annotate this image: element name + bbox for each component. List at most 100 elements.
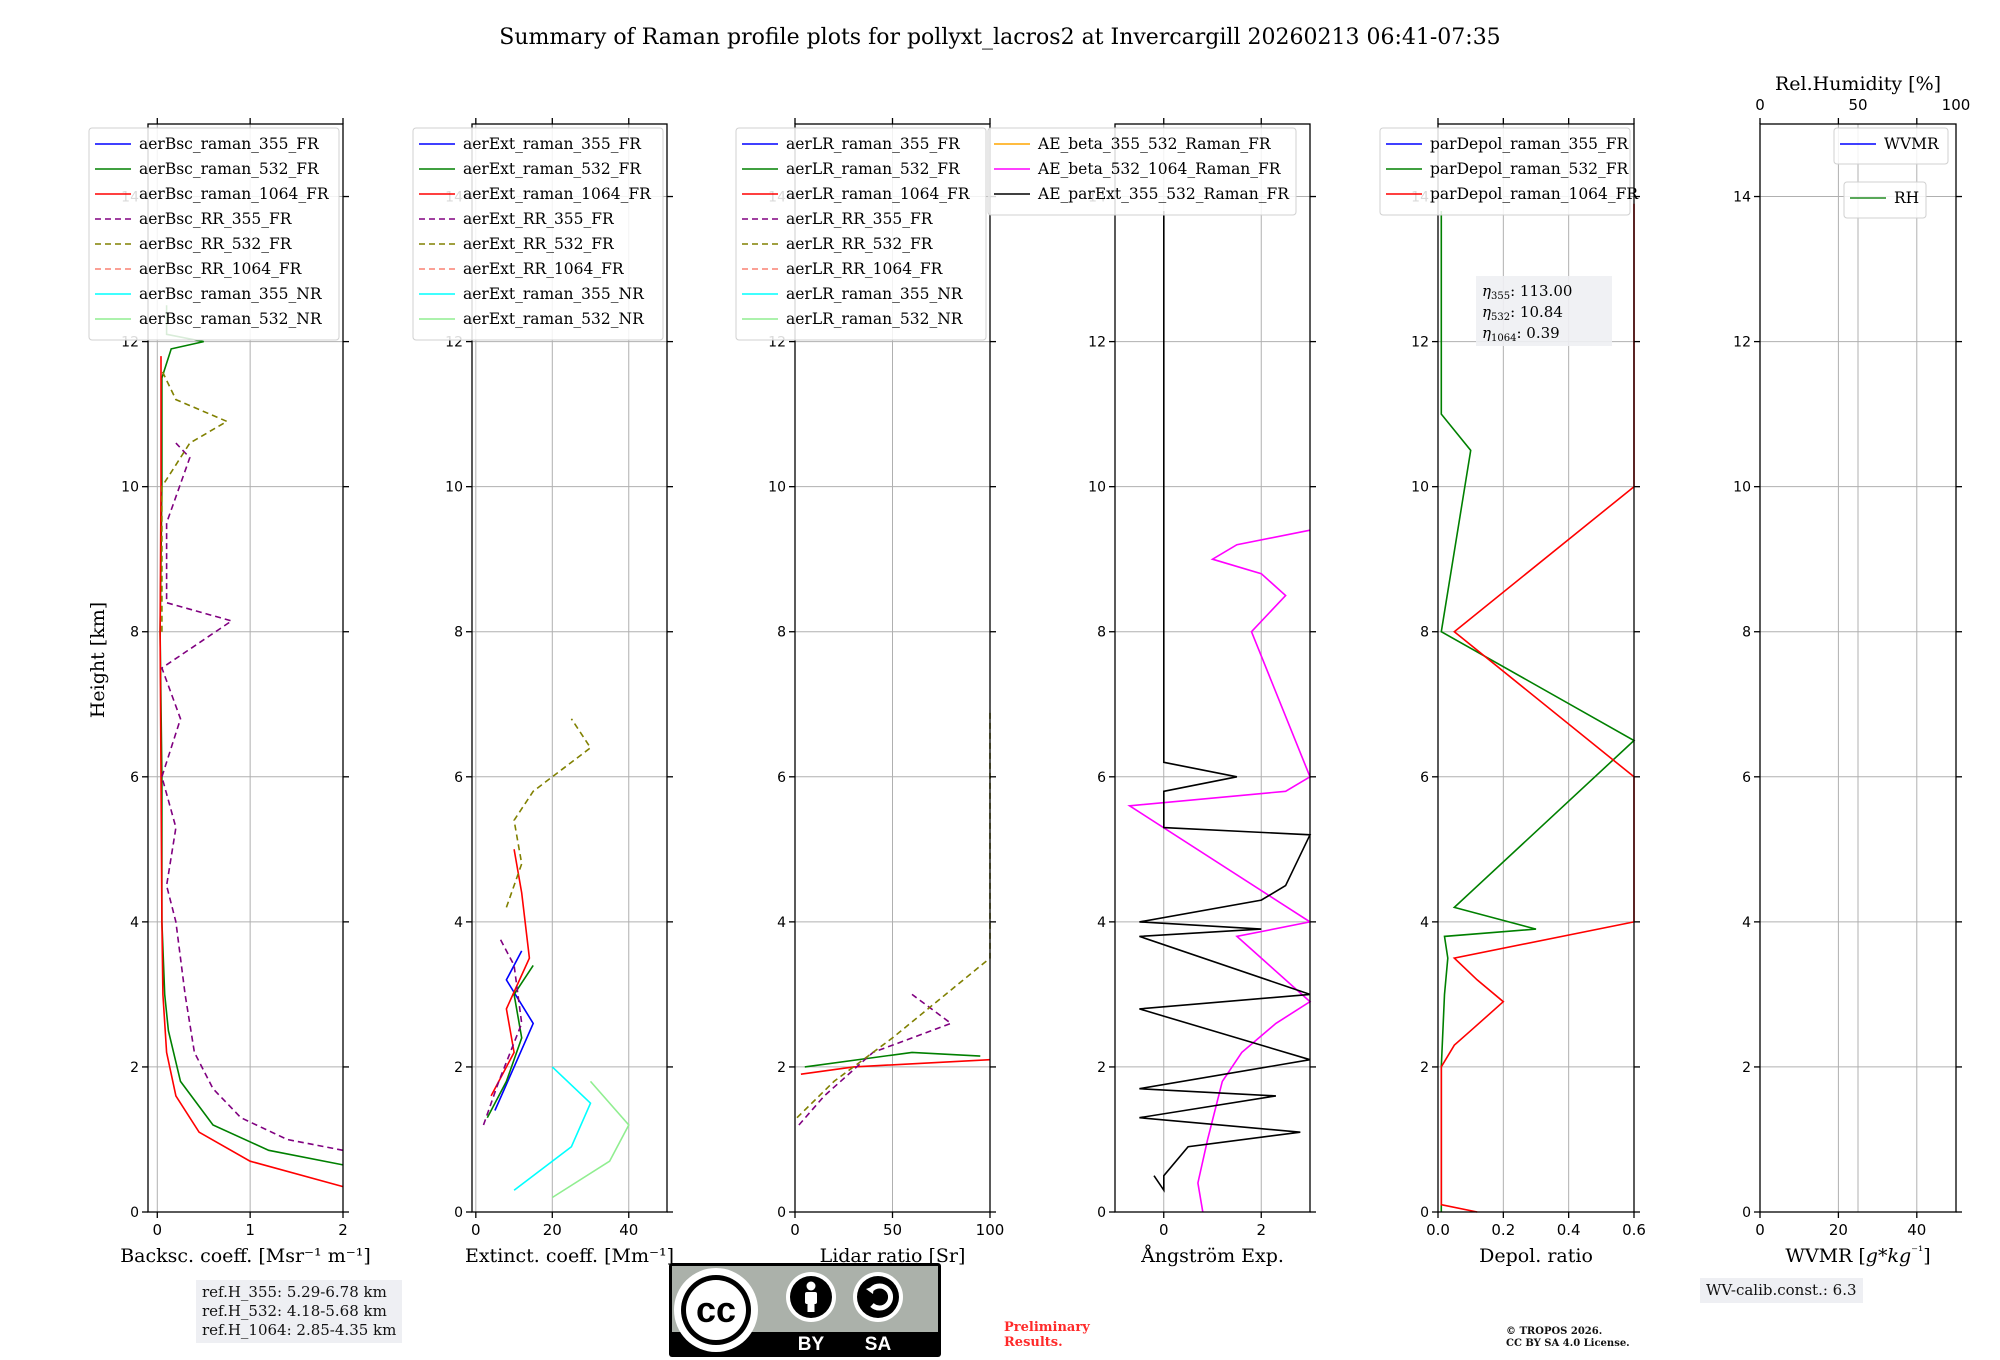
- y-tick-label: 10: [1733, 480, 1751, 496]
- y-tick-label: 6: [130, 770, 139, 786]
- y-tick-label: 0: [1097, 1205, 1106, 1221]
- y-tick-label: 2: [130, 1060, 139, 1076]
- y-tick-label: 10: [445, 480, 463, 496]
- y-axis-label: Height [km]: [87, 602, 109, 718]
- y-tick-label: 0: [1420, 1205, 1429, 1221]
- ref-height-1064: ref.H_1064: 2.85-4.35 km: [202, 1321, 397, 1339]
- series-aerBsc_raman_1064_FR: [159, 356, 344, 1188]
- y-tick-label: 12: [1088, 335, 1106, 351]
- cc-sa-text: SA: [865, 1334, 892, 1355]
- eta-value: : 0.39: [1516, 324, 1559, 342]
- eta-line: η1064: 0.39: [1482, 324, 1560, 344]
- x-tick-label: 40: [619, 1221, 638, 1239]
- y-tick-label: 4: [1097, 915, 1106, 931]
- y-tick-label: 10: [768, 480, 786, 496]
- legend-label: aerLR_raman_1064_FR: [786, 185, 971, 203]
- x-tick-label: 20: [1829, 1221, 1848, 1239]
- by-person-head: [806, 1281, 816, 1291]
- legend-label: aerLR_raman_355_FR: [786, 135, 961, 153]
- copyright-note: © TROPOS 2026. CC BY SA 4.0 License.: [1506, 1326, 1630, 1350]
- sa-share-icon-ring: [857, 1276, 899, 1318]
- y-tick-label: 6: [1420, 770, 1429, 786]
- axes-frame: [471, 123, 668, 1213]
- figure-title: Summary of Raman profile plots for polly…: [499, 25, 1500, 50]
- wv-calib-box: WV-calib.const.: 6.3: [1700, 1278, 1863, 1303]
- legend-label: aerLR_RR_355_FR: [786, 210, 934, 228]
- legend-box: [1379, 127, 1631, 216]
- x-tick-label: 0.2: [1491, 1221, 1515, 1239]
- legend-label: AE_parExt_355_532_Raman_FR: [1037, 185, 1290, 203]
- y-tick-label: 8: [1420, 625, 1429, 641]
- legend: aerBsc_raman_355_FR aerBsc_raman_532_FRae…: [88, 127, 340, 341]
- y-tick-label: 14: [1733, 190, 1751, 206]
- y-tick-label: 12: [1733, 335, 1751, 351]
- series-aerExt_raman_532_FR: [486, 964, 534, 1119]
- legend-label: aerBsc_raman_532_NR: [139, 310, 323, 328]
- x-axis-label-part: ⁻¹: [1911, 1244, 1923, 1259]
- legend-box: [1833, 127, 1949, 165]
- legend: parDepol_raman_355_FR parDepol_raman_532_…: [1379, 127, 1639, 216]
- preliminary-line-2: Results.: [1004, 1335, 1063, 1350]
- legend-label: aerLR_RR_1064_FR: [786, 260, 944, 278]
- y-tick-label: 2: [1097, 1060, 1106, 1076]
- x-axis-label: Extinct. coeff. [Mm⁻¹]: [465, 1245, 674, 1267]
- legend-label: RH: [1894, 189, 1919, 207]
- x-tick-label: 0: [471, 1221, 481, 1239]
- panel-wvmr: 0 2 4 6 8 10 12 14 0 20 40 WVMR [g*kg⁻¹] 0 50 100Rel.H…: [1733, 73, 1970, 1267]
- legend-label: aerLR_RR_532_FR: [786, 235, 934, 253]
- y-tick-label: 0: [130, 1205, 139, 1221]
- x-tick-label: 20: [543, 1221, 562, 1239]
- panel-lidar_ratio: 02468101214050100Lidar ratio [Sr]aerLR_r…: [735, 118, 1004, 1267]
- legend-label: aerExt_raman_355_FR: [463, 135, 642, 153]
- legend: WVMR: [1833, 127, 1949, 165]
- copyright-line-2: CC BY SA 4.0 License.: [1506, 1338, 1630, 1349]
- y-tick-label: 2: [1420, 1060, 1429, 1076]
- cc-by-text: BY: [798, 1334, 825, 1355]
- cc-text: cc: [696, 1289, 736, 1330]
- y-tick-label: 12: [1411, 335, 1429, 351]
- x-tick-label: 0: [153, 1221, 163, 1239]
- legend-label: aerExt_RR_355_FR: [463, 210, 615, 228]
- wv-calib-const: WV-calib.const.: 6.3: [1706, 1281, 1857, 1299]
- legend-box: [412, 127, 664, 341]
- legend-label: aerBsc_raman_355_FR: [139, 135, 320, 153]
- y-tick-label: 8: [1097, 625, 1106, 641]
- series-aerBsc_RR_355_FR: [160, 442, 344, 1152]
- legend-label: AE_beta_355_532_Raman_FR: [1037, 135, 1272, 153]
- x-axis-label: Backsc. coeff. [Msr⁻¹ m⁻¹]: [120, 1245, 371, 1267]
- x-axis-label: Lidar ratio [Sr]: [820, 1245, 966, 1267]
- eta-value: : 10.84: [1510, 303, 1563, 321]
- legend-label: aerExt_raman_355_NR: [463, 285, 645, 303]
- legend-label: aerExt_RR_1064_FR: [463, 260, 625, 278]
- y-tick-label: 8: [454, 625, 463, 641]
- x-tick-label: 0.4: [1557, 1221, 1581, 1239]
- top-x-tick-label: 50: [1848, 96, 1867, 114]
- preliminary-line-1: Preliminary: [1004, 1320, 1090, 1335]
- x-tick-label: 0.0: [1426, 1221, 1450, 1239]
- top-x-tick-label: 100: [1942, 96, 1971, 114]
- x-axis-label: Ångström Exp.: [1140, 1245, 1284, 1267]
- eta-line: η532: 10.84: [1482, 303, 1563, 323]
- eta-symbol: η: [1482, 282, 1491, 300]
- eta-value: : 113.00: [1510, 282, 1572, 300]
- eta-symbol: η: [1482, 303, 1491, 321]
- axes-frame: [1114, 123, 1311, 1213]
- legend-label: aerBsc_RR_355_FR: [139, 210, 293, 228]
- y-tick-label: 8: [130, 625, 139, 641]
- top-x-tick-label: 0: [1755, 96, 1765, 114]
- series-aerBsc_RR_532_FR: [161, 370, 229, 632]
- x-tick-label: 1: [245, 1221, 255, 1239]
- legend-box: [987, 127, 1297, 216]
- x-tick-label: 0: [1755, 1221, 1765, 1239]
- series-aerLR_raman_1064_FR: [800, 1058, 991, 1075]
- sa-arrow-arc: [870, 1283, 893, 1311]
- y-tick-label: 8: [1742, 625, 1751, 641]
- series-aerLR_RR_532_FR: [796, 711, 991, 1119]
- legend-secondary: RH: [1843, 181, 1927, 219]
- series-aerExt_RR_532_FR: [505, 718, 592, 908]
- sa-arrow-head: [866, 1286, 874, 1294]
- panel-angstrom: 0246810121402Ångström Exp.AE_beta_355_53…: [987, 118, 1316, 1267]
- x-axis-label: WVMR [g*kg⁻¹]: [1785, 1244, 1930, 1267]
- legend-box: [735, 127, 987, 341]
